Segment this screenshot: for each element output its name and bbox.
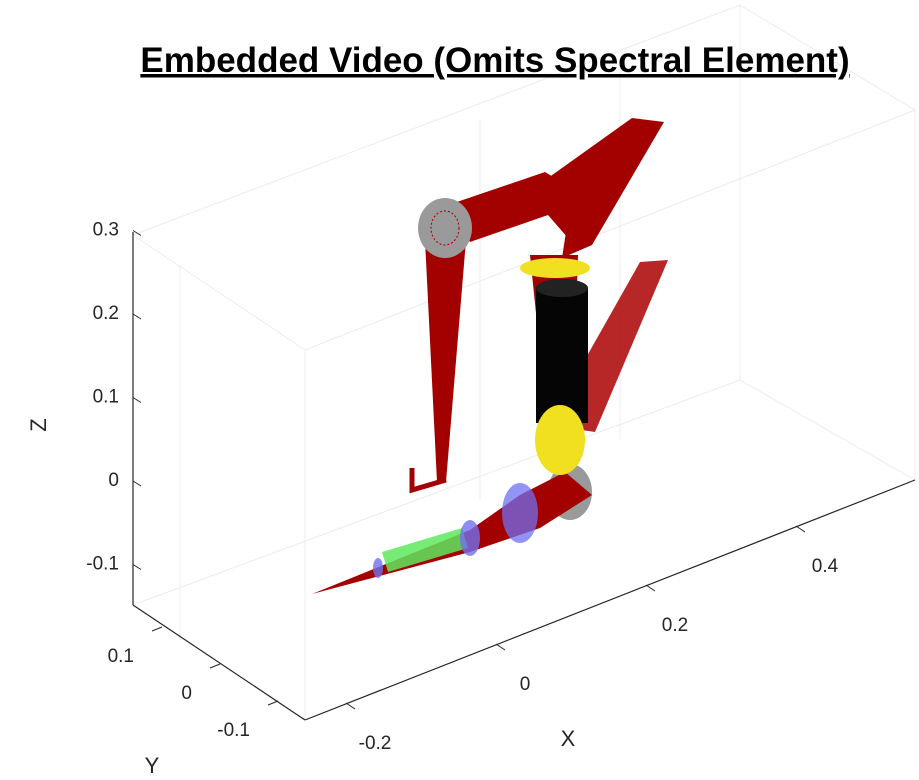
- z-tick-label: 0.3: [93, 220, 119, 241]
- y-tick-label: 0: [181, 683, 192, 704]
- lens: [373, 558, 383, 578]
- lens: [460, 520, 480, 556]
- x-tick-label: -0.2: [359, 733, 392, 754]
- tube: [536, 288, 588, 423]
- lens-yellow: [535, 405, 585, 475]
- x-axis-label: X: [561, 726, 576, 751]
- title: Embedded Video (Omits Spectral Element): [140, 41, 849, 80]
- z-tick-label: -0.1: [86, 554, 119, 575]
- lens: [502, 483, 538, 543]
- z-axis-label: Z: [26, 418, 51, 431]
- x-tick-label: 0: [520, 674, 531, 695]
- x-tick-label: 0.2: [662, 615, 688, 636]
- z-tick-label: 0: [108, 470, 119, 491]
- figure: 0.3 0.2 0.1 0 -0.1 -0.2 0 0.2 0.4 0.1 0 -0.1 Embedd…: [0, 0, 919, 780]
- x-tick-label: 0.4: [812, 556, 839, 577]
- mirror: [418, 198, 472, 258]
- background: [0, 0, 919, 780]
- lens-yellow: [520, 258, 590, 278]
- y-tick-label: 0.1: [108, 646, 134, 667]
- y-axis-label: Y: [145, 753, 160, 778]
- tube-top: [536, 279, 588, 297]
- z-tick-label: 0.1: [93, 387, 119, 408]
- z-tick-label: 0.2: [93, 303, 119, 324]
- y-tick-label: -0.1: [217, 720, 250, 741]
